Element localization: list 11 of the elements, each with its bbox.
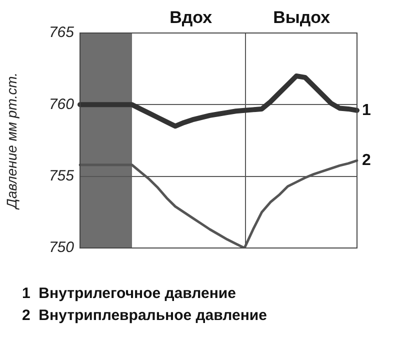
series-label: 1 — [362, 102, 371, 119]
y-tick-label: 755 — [48, 168, 75, 185]
text: 1 Внутрилегочное давление — [22, 285, 236, 302]
y-tick-label: 760 — [48, 96, 75, 113]
text: 2 Внутриплевральное давление — [22, 307, 267, 324]
text: Вдох — [170, 8, 213, 28]
series-label: 2 — [362, 152, 371, 169]
y-tick-label: 765 — [48, 24, 75, 42]
y-tick-label: 750 — [48, 239, 75, 256]
y-axis-title: Давление мм рт.ст. — [3, 72, 20, 210]
text: Выдох — [273, 8, 331, 28]
